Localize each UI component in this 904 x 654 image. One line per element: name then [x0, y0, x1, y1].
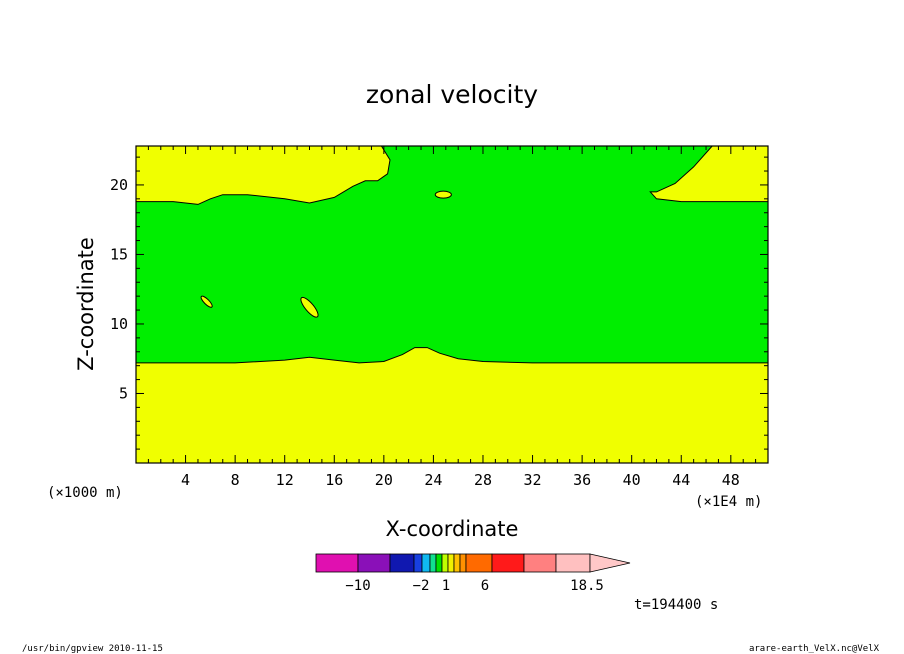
colorbar-segment: [523, 553, 557, 573]
contour-line: [649, 145, 768, 203]
contour-island: [300, 296, 319, 318]
colorbar-segment: [435, 553, 443, 573]
colorbar-label: 18.5: [570, 578, 604, 594]
x-tick-label: 20: [375, 471, 393, 489]
plot-area: [135, 145, 769, 464]
x-tick-label: 8: [231, 471, 240, 489]
contour-island: [200, 295, 213, 308]
region-middle-green: [136, 146, 768, 363]
x-tick-label: 40: [623, 471, 641, 489]
x-tick-label: 4: [181, 471, 190, 489]
colorbar-segment: [441, 553, 449, 573]
x-tick-label: 48: [722, 471, 740, 489]
colorbar-segment: [465, 553, 493, 573]
colorbar: [315, 553, 631, 573]
colorbar-segment: [447, 553, 455, 573]
y-axis: 5 10 15 20: [110, 156, 768, 450]
y-tick-label: 15: [110, 245, 128, 263]
y-tick-label: 10: [110, 315, 128, 333]
contour-line: [136, 145, 391, 205]
x-tick-label: 32: [524, 471, 542, 489]
colorbar-labels: −10 −2 1 6 18.5: [345, 578, 604, 594]
colorbar-segment: [413, 553, 423, 573]
colorbar-segment: [389, 553, 415, 573]
x-tick-label: 12: [276, 471, 294, 489]
x-tick-label: 36: [573, 471, 591, 489]
colorbar-segment: [459, 553, 467, 573]
x-axis: 4 8 12 16 20 24 28 32 36 40 44 48: [147, 146, 757, 489]
colorbar-segment: [315, 553, 359, 573]
colorbar-label: 1: [442, 578, 450, 594]
x-tick-label: 16: [325, 471, 343, 489]
contour-island: [434, 190, 452, 199]
colorbar-segment: [555, 553, 591, 573]
colorbar-segment: [429, 553, 437, 573]
x-tick-label: 28: [474, 471, 492, 489]
chart-title: zonal velocity: [366, 80, 538, 109]
y-axis-label: Z-coordinate: [74, 237, 98, 371]
colorbar-segment: [421, 553, 431, 573]
colorbar-segment: [491, 553, 525, 573]
x-unit-left: (×1000 m): [47, 485, 123, 501]
x-tick-label: 24: [424, 471, 442, 489]
contour-line: [136, 347, 768, 364]
footer-left: /usr/bin/gpview 2010-11-15: [22, 644, 163, 654]
colorbar-label: −2: [413, 578, 430, 594]
x-unit-right: (×1E4 m): [695, 494, 762, 510]
colorbar-segment: [453, 553, 461, 573]
plot-frame: [135, 145, 769, 464]
colorbar-label: 6: [481, 578, 489, 594]
footer-right: arare-earth_VelX.nc@VelX: [749, 644, 880, 654]
x-tick-label: 44: [672, 471, 690, 489]
colorbar-label: −10: [345, 578, 370, 594]
colorbar-arrow: [589, 553, 631, 573]
y-tick-label: 5: [119, 384, 128, 402]
time-label: t=194400 s: [634, 597, 718, 613]
y-tick-label: 20: [110, 176, 128, 194]
x-axis-label: X-coordinate: [386, 517, 519, 541]
colorbar-segment: [357, 553, 391, 573]
